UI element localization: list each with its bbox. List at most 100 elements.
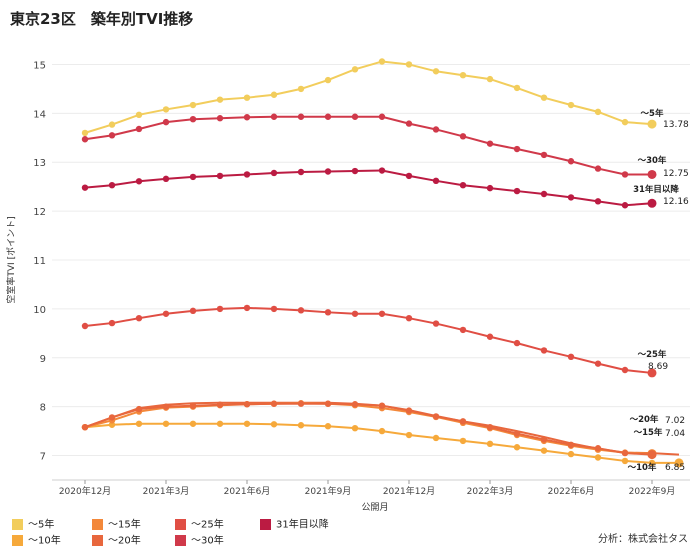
x-tick-label: 2021年9月 <box>305 485 352 497</box>
series-point <box>135 420 143 427</box>
y-tick-label: 14 <box>33 109 46 120</box>
series-point <box>567 194 575 201</box>
series-point <box>324 423 332 430</box>
series-point <box>540 190 548 198</box>
series-point <box>108 182 116 189</box>
series-end-value-label: 12.16 <box>663 197 689 207</box>
series-point <box>432 68 440 75</box>
series-point <box>216 115 224 122</box>
series-point <box>108 414 116 421</box>
series-point <box>432 434 440 442</box>
legend-item: 〜15年 <box>92 519 141 532</box>
series-point <box>108 121 116 128</box>
series-point <box>189 307 197 315</box>
series-point <box>540 94 548 101</box>
series-end-point <box>647 368 657 378</box>
x-tick-label: 2021年3月 <box>143 485 190 497</box>
series-end-point <box>647 119 657 129</box>
legend-swatch <box>92 535 103 546</box>
series-point <box>243 304 251 312</box>
series-line <box>84 306 653 374</box>
series-point <box>135 405 143 413</box>
series-point <box>162 403 170 410</box>
series-point <box>405 314 413 322</box>
series-point <box>351 113 359 120</box>
series-end-value-label: 13.78 <box>663 120 689 130</box>
legend-item: 〜30年 <box>175 535 224 548</box>
series-point <box>324 309 332 316</box>
series-point <box>81 136 89 143</box>
series-point <box>135 314 143 322</box>
series-point <box>540 436 548 443</box>
series-point <box>297 113 305 120</box>
x-tick-label: 2022年6月 <box>548 485 595 497</box>
series-end-value-label: 7.04 <box>665 429 685 439</box>
series-end-value-label: 8.69 <box>648 362 668 372</box>
series-point <box>594 454 602 461</box>
series-point <box>540 347 548 354</box>
series-point <box>432 413 440 420</box>
series-point <box>297 400 305 407</box>
legend-item: 〜10年 <box>12 535 61 548</box>
legend-item: 〜20年 <box>92 535 141 548</box>
x-tick-label: 2020年12月 <box>59 485 111 497</box>
series-point <box>459 418 467 425</box>
series-end-name-label: 〜30年 <box>638 155 667 166</box>
series-point <box>378 310 386 317</box>
series-point <box>621 449 629 457</box>
series-point <box>513 444 521 451</box>
series-point <box>513 339 521 347</box>
y-tick-label: 11 <box>33 256 46 267</box>
legend-swatch <box>175 535 186 546</box>
series-point <box>405 120 413 127</box>
series-point <box>513 187 521 195</box>
x-tick-label: 2022年3月 <box>467 485 514 497</box>
series-point <box>459 437 467 445</box>
x-tick-label: 2021年6月 <box>224 485 271 497</box>
series-line <box>84 115 652 176</box>
series-point <box>189 101 197 109</box>
series-point <box>189 402 197 409</box>
series-point <box>621 366 629 374</box>
series-point <box>270 400 278 407</box>
series-end-value-label: 12.75 <box>663 169 689 179</box>
x-axis-title: 公開月 <box>361 502 388 513</box>
series-point <box>189 420 197 427</box>
series-end-name-label: 〜5年 <box>641 108 664 119</box>
series-point <box>270 421 278 428</box>
legend-swatch <box>12 535 23 546</box>
series-point <box>486 424 494 431</box>
series-point <box>297 307 305 314</box>
series-line <box>84 402 653 456</box>
series-point <box>567 101 575 109</box>
series-point <box>378 167 386 174</box>
legend-label: 〜10年 <box>28 535 61 547</box>
legend-label: 〜30年 <box>191 535 224 547</box>
series-point <box>324 113 332 120</box>
series-point <box>351 167 359 175</box>
y-tick-label: 15 <box>33 60 46 71</box>
series-point <box>486 184 494 192</box>
series-point <box>135 111 143 119</box>
series-point <box>243 420 251 427</box>
legend-swatch <box>92 519 103 530</box>
series-point <box>189 116 197 123</box>
y-tick-label: 9 <box>40 354 46 365</box>
series-point <box>297 168 305 176</box>
legend-swatch <box>175 519 186 530</box>
series-point <box>216 420 224 427</box>
legend-label: 〜15年 <box>108 519 141 531</box>
series-point <box>432 177 440 184</box>
y-tick-label: 8 <box>40 403 46 414</box>
series-point <box>594 108 602 116</box>
legend-label: 〜25年 <box>191 519 224 531</box>
series-point <box>189 173 197 181</box>
series-point <box>513 145 521 153</box>
series-point <box>513 430 521 437</box>
series-end-point <box>647 198 657 208</box>
series-point <box>81 129 89 137</box>
y-axis-title: 空室率TVI [ポイント] <box>5 216 17 303</box>
series-end-name-label: 〜20年 <box>630 414 659 425</box>
series-point <box>270 305 278 313</box>
series-line <box>84 169 653 207</box>
